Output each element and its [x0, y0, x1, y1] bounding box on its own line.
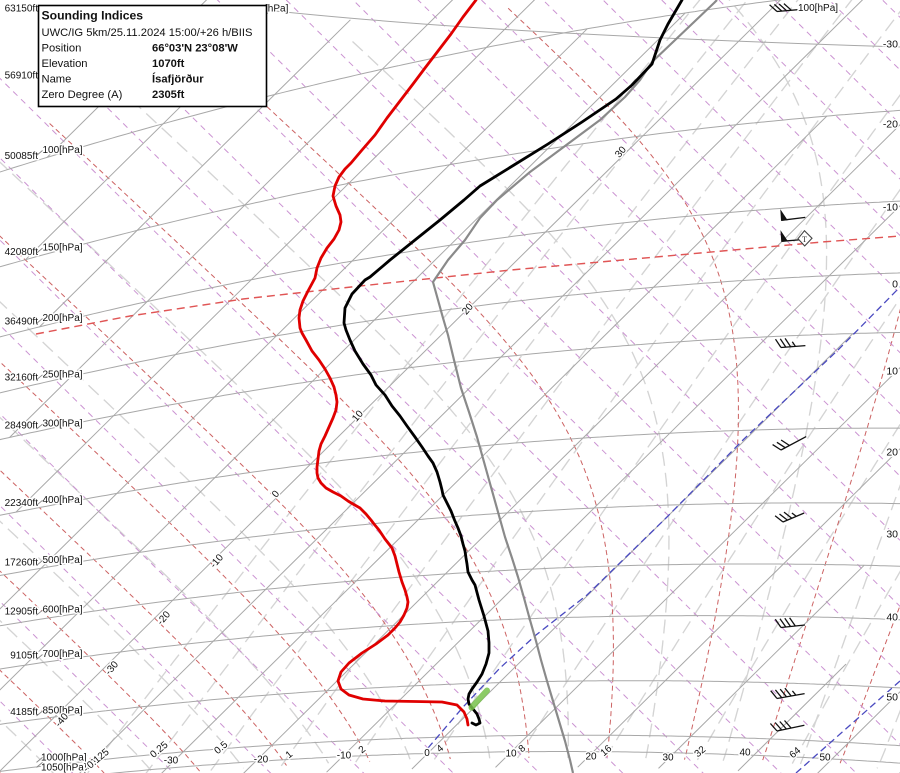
svg-text:9105ft: 9105ft — [10, 650, 38, 661]
svg-text:0: 0 — [424, 748, 430, 759]
svg-text:-10: -10 — [883, 202, 898, 214]
svg-text:1000[hPa]: 1000[hPa] — [41, 753, 87, 764]
svg-text:500[hPa]: 500[hPa] — [43, 555, 83, 566]
svg-text:63150ft: 63150ft — [5, 4, 39, 15]
svg-text:-20: -20 — [883, 119, 898, 131]
svg-text:40: 40 — [739, 748, 751, 759]
svg-text:0: 0 — [892, 279, 898, 291]
svg-text:40: 40 — [886, 612, 898, 624]
svg-text:400[hPa]: 400[hPa] — [43, 495, 83, 506]
svg-text:100[hPa]: 100[hPa] — [798, 3, 838, 14]
svg-text:50: 50 — [886, 692, 898, 704]
svg-text:20: 20 — [886, 447, 898, 459]
svg-text:300[hPa]: 300[hPa] — [43, 419, 83, 430]
svg-text:600[hPa]: 600[hPa] — [43, 605, 83, 616]
svg-text:150[hPa]: 150[hPa] — [43, 243, 83, 254]
svg-text:-30: -30 — [883, 39, 898, 51]
svg-text:Elevation: Elevation — [42, 58, 88, 70]
svg-text:10: 10 — [886, 366, 898, 378]
svg-text:1070ft: 1070ft — [152, 58, 185, 70]
svg-text:12905ft: 12905ft — [5, 606, 39, 617]
svg-text:1050[hPa]: 1050[hPa] — [41, 763, 87, 773]
svg-text:20: 20 — [585, 752, 597, 763]
svg-text:Ísafjörður: Ísafjörður — [152, 72, 204, 85]
svg-text:-10: -10 — [337, 751, 352, 762]
svg-text:700[hPa]: 700[hPa] — [43, 649, 83, 660]
svg-text:36490ft: 36490ft — [5, 316, 39, 327]
svg-text:-20: -20 — [254, 755, 269, 766]
svg-text:10: 10 — [505, 749, 517, 760]
svg-text:22340ft: 22340ft — [5, 498, 39, 509]
svg-text:28490ft: 28490ft — [5, 421, 39, 432]
svg-text:32160ft: 32160ft — [5, 373, 39, 384]
svg-text:56910ft: 56910ft — [5, 71, 39, 82]
svg-text:4185ft: 4185ft — [10, 707, 38, 718]
svg-text:Position: Position — [42, 42, 82, 54]
svg-text:17260ft: 17260ft — [5, 558, 39, 569]
svg-text:T: T — [802, 235, 807, 244]
svg-text:[hPa]: [hPa] — [265, 4, 289, 15]
svg-text:250[hPa]: 250[hPa] — [43, 369, 83, 380]
svg-text:-30: -30 — [164, 756, 179, 767]
svg-text:Sounding Indices: Sounding Indices — [42, 9, 144, 23]
svg-text:100[hPa]: 100[hPa] — [43, 145, 83, 156]
svg-text:850[hPa]: 850[hPa] — [43, 706, 83, 717]
svg-text:50: 50 — [819, 753, 831, 764]
svg-text:Name: Name — [42, 73, 72, 85]
svg-text:42080ft: 42080ft — [5, 247, 39, 258]
svg-text:UWC/IG 5km/25.11.2024 15:00/+2: UWC/IG 5km/25.11.2024 15:00/+26 h/BIIS — [42, 27, 253, 39]
svg-text:30: 30 — [662, 753, 674, 764]
svg-text:200[hPa]: 200[hPa] — [43, 313, 83, 324]
svg-text:30: 30 — [886, 529, 898, 541]
svg-text:2305ft: 2305ft — [152, 89, 185, 101]
svg-text:66°03'N 23°08'W: 66°03'N 23°08'W — [152, 42, 238, 54]
svg-text:50085ft: 50085ft — [5, 151, 39, 162]
svg-text:Zero Degree (A): Zero Degree (A) — [42, 89, 123, 101]
